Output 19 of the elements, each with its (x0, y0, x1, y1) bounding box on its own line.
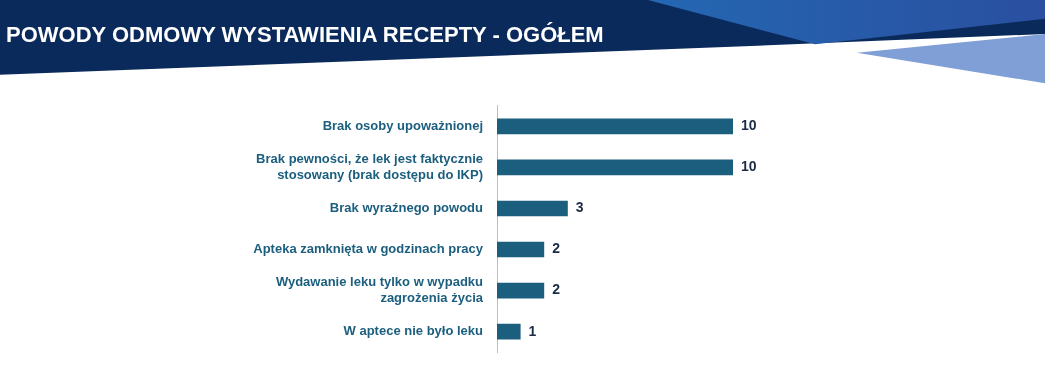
data-label: 10 (741, 117, 757, 134)
y-tick-label: Wydawanie leku tylko w wypadku zagrożenia życia (275, 274, 484, 305)
text: POWODY ODMOWY WYSTAWIENIA RECEPTY - OGÓŁEM (6, 22, 604, 48)
data-label: 3 (575, 199, 584, 216)
data-label: 2 (552, 281, 561, 298)
data-label: 10 (741, 158, 757, 175)
y-tick-label: Brak pewności, że lek jest faktycznie stosowany (brak dostępu do IKP) (256, 151, 483, 182)
data-label: 1 (528, 322, 537, 339)
bar (497, 282, 545, 299)
y-tick-label: W aptece nie było leku (343, 323, 484, 339)
y-tick-label: Apteka zamknięta w godzinach pracy (253, 241, 484, 257)
bar (497, 118, 733, 135)
y-tick-label: Brak wyraźnego powodu (329, 200, 484, 216)
bar (497, 323, 521, 340)
data-label: 2 (552, 240, 561, 257)
y-tick-label: Brak osoby upoważnionej (322, 117, 483, 133)
bar (497, 200, 568, 217)
bar (497, 159, 733, 176)
bar (497, 241, 545, 258)
